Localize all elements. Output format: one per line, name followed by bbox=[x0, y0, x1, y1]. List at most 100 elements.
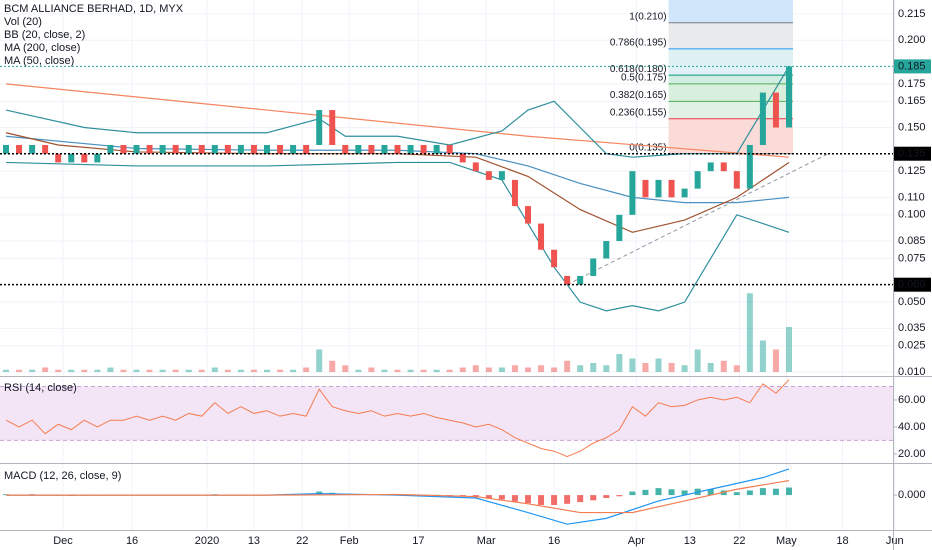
macd-histogram-bar bbox=[485, 495, 492, 499]
volume-bar bbox=[264, 369, 270, 372]
x-tick-label: May bbox=[776, 535, 797, 547]
volume-bar bbox=[172, 369, 179, 372]
volume-bar bbox=[198, 369, 205, 372]
macd-histogram-bar bbox=[590, 495, 597, 501]
candle bbox=[303, 144, 310, 154]
volume-bar bbox=[250, 369, 257, 372]
price-tag bbox=[894, 59, 931, 74]
volume-bar bbox=[355, 369, 362, 372]
volume-bar bbox=[211, 367, 218, 372]
x-tick-label: Feb bbox=[340, 535, 359, 547]
bb-upper bbox=[5, 66, 790, 158]
volume-bar bbox=[759, 340, 766, 372]
volume-bar bbox=[707, 363, 714, 372]
candle bbox=[629, 171, 636, 215]
candle bbox=[459, 153, 466, 163]
volume-bar bbox=[590, 363, 597, 372]
candle bbox=[485, 171, 492, 180]
y-tick-label: 0.085 bbox=[898, 235, 926, 247]
volume-bar bbox=[668, 363, 675, 372]
y-tick-label: 0.215 bbox=[898, 8, 926, 20]
candle bbox=[420, 144, 427, 154]
macd-histogram-bar bbox=[616, 495, 623, 497]
volume-bar bbox=[603, 365, 610, 372]
x-tick-label: 2020 bbox=[195, 535, 219, 547]
candle bbox=[538, 223, 545, 250]
volume-bar bbox=[538, 365, 545, 372]
volume-bar bbox=[433, 369, 440, 372]
macd-histogram-bar bbox=[629, 491, 636, 496]
candle bbox=[355, 144, 362, 154]
volume-bar bbox=[29, 369, 36, 372]
candle bbox=[407, 144, 414, 154]
volume-bar bbox=[81, 369, 88, 372]
price-tag bbox=[894, 146, 931, 161]
macd-histogram-bar bbox=[564, 495, 571, 504]
y-tick-label: 0.100 bbox=[898, 209, 926, 221]
legend-entry: BB (20, close, 2) bbox=[4, 29, 85, 41]
candle bbox=[277, 144, 284, 154]
volume-bar bbox=[368, 367, 375, 372]
candle bbox=[759, 92, 766, 145]
volume-bar bbox=[68, 369, 75, 372]
volume-bar bbox=[277, 369, 284, 372]
macd-histogram-bar bbox=[681, 490, 688, 496]
volume-bar bbox=[133, 369, 140, 372]
macd-histogram-bar bbox=[642, 489, 649, 496]
candle bbox=[146, 144, 153, 154]
macd-histogram-bar bbox=[786, 487, 792, 496]
volume-bar bbox=[577, 365, 584, 372]
volume-bar bbox=[746, 293, 753, 372]
x-tick-label: 13 bbox=[248, 535, 260, 547]
candle bbox=[603, 241, 610, 259]
candle bbox=[198, 144, 205, 154]
volume-bar bbox=[185, 369, 192, 372]
candle bbox=[681, 188, 688, 198]
volume-bar bbox=[16, 369, 23, 372]
candle bbox=[290, 144, 297, 154]
y-tick-label: 0.110 bbox=[898, 191, 925, 203]
candle bbox=[250, 144, 257, 154]
candle bbox=[107, 144, 114, 154]
price-tag bbox=[894, 277, 931, 292]
signal-line bbox=[6, 479, 790, 514]
volume-bar bbox=[459, 367, 466, 372]
fib-label: 0(0.135) bbox=[629, 142, 666, 153]
candle bbox=[433, 144, 440, 154]
x-tick-label: Mar bbox=[477, 535, 496, 547]
volume-bar bbox=[472, 365, 479, 372]
bb-basis bbox=[5, 135, 790, 204]
candle bbox=[786, 66, 792, 128]
candle bbox=[120, 144, 127, 154]
price-tag-label: 0.060 bbox=[898, 279, 926, 291]
y-tick-label: 60.00 bbox=[898, 394, 926, 406]
legend-entry: MA (50, close) bbox=[4, 55, 74, 67]
y-tick-label: 0.200 bbox=[898, 34, 926, 46]
volume-bar bbox=[681, 365, 688, 372]
fib-zone bbox=[668, 75, 793, 84]
volume-bar bbox=[642, 363, 649, 372]
volume-bar bbox=[237, 369, 244, 372]
candle bbox=[329, 110, 336, 145]
volume-bar bbox=[407, 369, 414, 372]
volume-bar bbox=[342, 365, 349, 372]
x-tick-label: 22 bbox=[733, 535, 745, 547]
volume-bar bbox=[224, 369, 231, 372]
macd-histogram-bar bbox=[746, 490, 753, 496]
macd-histogram-bar bbox=[655, 488, 662, 496]
volume-bar bbox=[420, 369, 427, 372]
legend-entry: RSI (14, close) bbox=[4, 382, 77, 394]
volume-bar bbox=[551, 367, 558, 372]
macd-histogram-bar bbox=[498, 495, 505, 500]
volume-bar bbox=[720, 360, 727, 372]
candle bbox=[172, 144, 179, 154]
volume-bar bbox=[381, 369, 388, 372]
candle bbox=[16, 144, 23, 154]
candle bbox=[264, 144, 270, 154]
volume-bar bbox=[772, 349, 779, 372]
candle bbox=[551, 249, 558, 268]
volume-bar bbox=[694, 349, 701, 372]
candle bbox=[694, 171, 701, 189]
